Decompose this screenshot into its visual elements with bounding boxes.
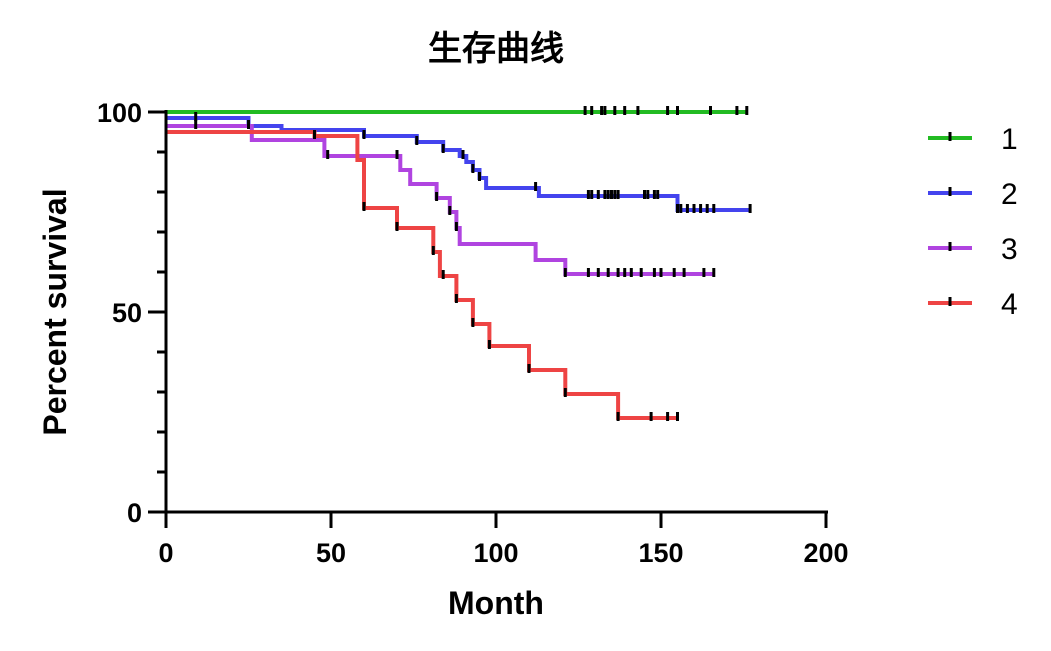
legend-label: 3 xyxy=(1001,233,1018,266)
y-axis-title: Percent survival xyxy=(37,188,73,435)
x-tick-label: 0 xyxy=(158,538,173,568)
series-4 xyxy=(166,130,679,421)
legend-item-1: 1 xyxy=(928,123,1018,156)
legend-label: 1 xyxy=(1001,123,1018,156)
series-line-3 xyxy=(166,124,714,276)
x-tick-label: 200 xyxy=(803,538,848,568)
y-tick-label: 50 xyxy=(112,298,142,328)
y-tick-label: 100 xyxy=(97,98,142,128)
x-tick-label: 150 xyxy=(638,538,683,568)
series-line-4 xyxy=(166,130,678,420)
legend: 1 2 3 4 xyxy=(928,123,1018,321)
axes: 0 50 100 0 50 100 150 200 xyxy=(97,98,849,568)
legend-label: 4 xyxy=(1001,288,1018,321)
legend-label: 2 xyxy=(1001,178,1018,211)
chart-title: 生存曲线 xyxy=(428,29,564,69)
x-axis-title: Month xyxy=(448,585,544,621)
plot-area xyxy=(166,106,752,421)
x-tick-label: 50 xyxy=(316,538,346,568)
legend-item-4: 4 xyxy=(928,288,1018,321)
series-3 xyxy=(166,120,716,277)
y-tick-label: 0 xyxy=(127,498,142,528)
series-1 xyxy=(166,106,749,115)
legend-item-2: 2 xyxy=(928,178,1018,211)
x-tick-label: 100 xyxy=(473,538,518,568)
legend-item-3: 3 xyxy=(928,233,1018,266)
